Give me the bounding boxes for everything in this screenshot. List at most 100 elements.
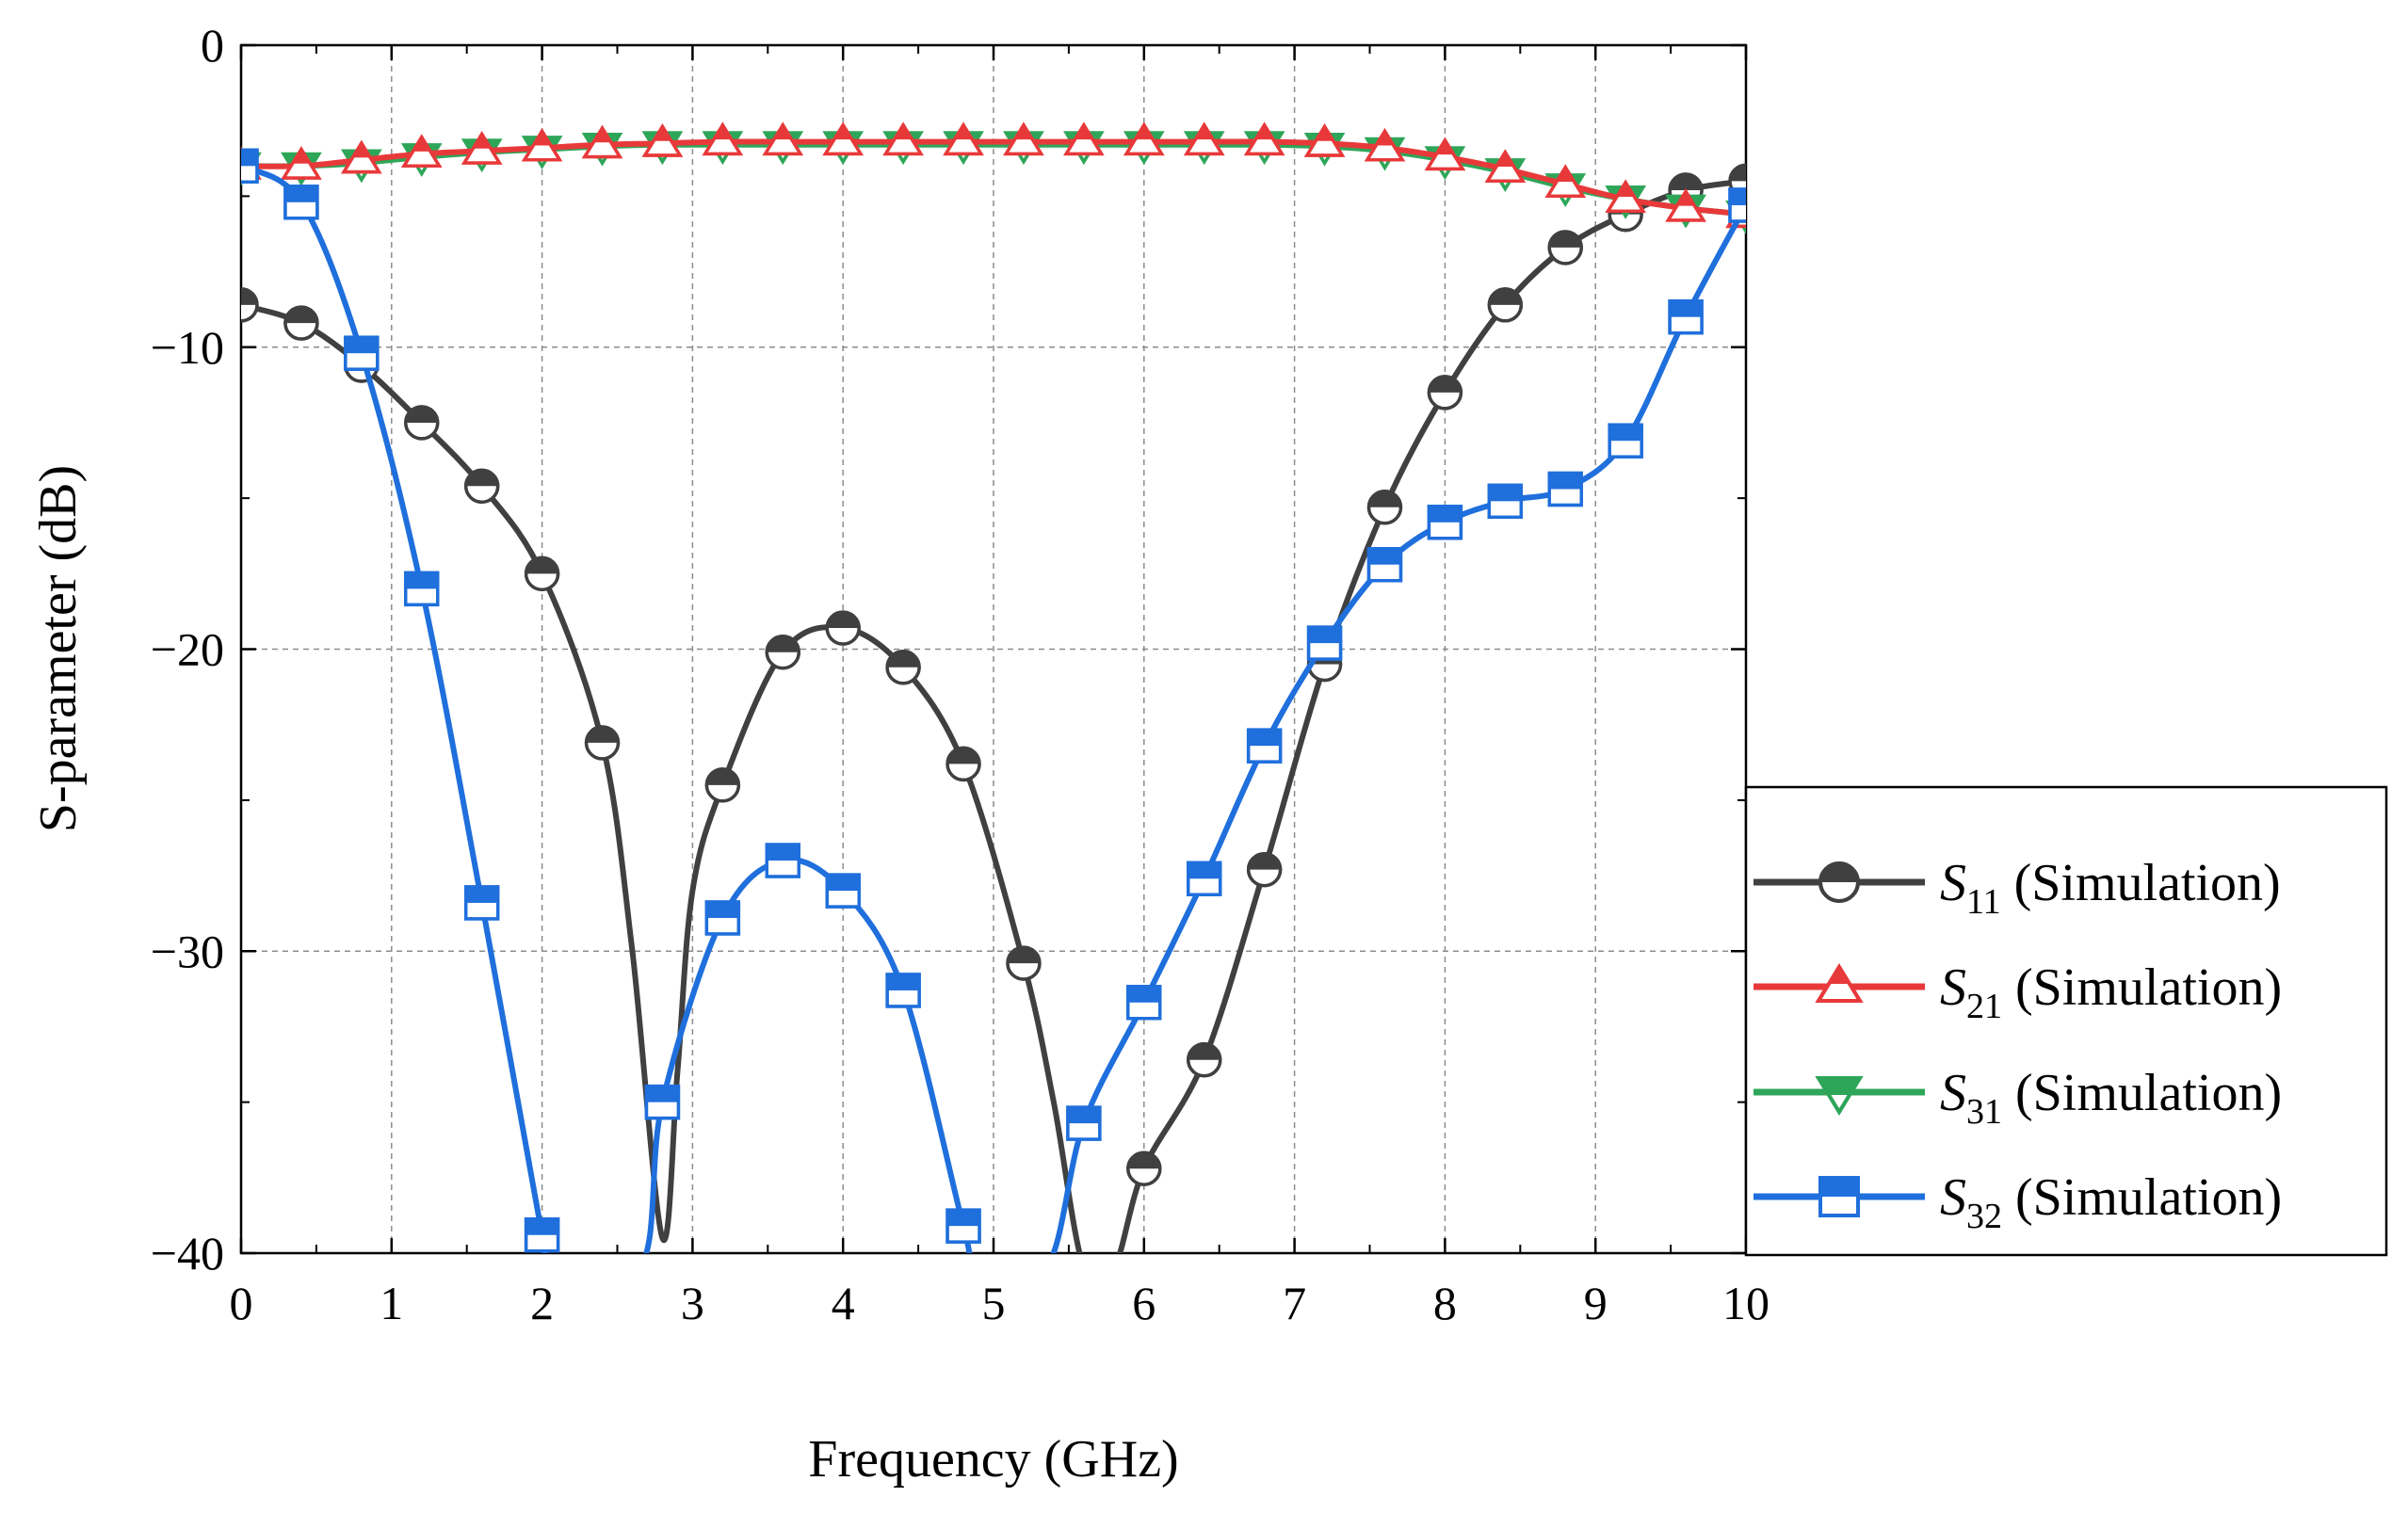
s32-marker — [1608, 423, 1643, 459]
s21-marker — [521, 127, 563, 162]
x-tick-label: 7 — [1283, 1277, 1306, 1329]
s21-marker — [641, 123, 684, 157]
legend-marker-s21 — [1815, 963, 1864, 1003]
s21-marker — [943, 121, 984, 156]
legend-marker-s31 — [1815, 1076, 1864, 1116]
s11-marker — [241, 287, 259, 323]
s11-marker — [1246, 851, 1283, 888]
s32-marker — [344, 335, 380, 371]
s32-marker — [524, 1217, 560, 1253]
y-tick-label: −40 — [151, 1227, 224, 1280]
s32-marker — [1126, 985, 1162, 1021]
s32-marker — [825, 873, 861, 909]
s21-marker — [762, 121, 804, 156]
legend-item-s32: S32 (Simulation) — [1753, 1168, 2282, 1236]
s21-marker — [1364, 127, 1406, 162]
legend-item-s21: S21 (Simulation) — [1753, 958, 2282, 1026]
y-tick-label: 0 — [201, 19, 224, 72]
s32-marker — [945, 1208, 981, 1244]
s21-marker — [341, 139, 382, 174]
s32-marker — [1066, 1105, 1102, 1141]
s32-marker — [1728, 187, 1746, 223]
s32-marker — [1487, 483, 1524, 520]
s21-marker — [1243, 121, 1285, 156]
x-tick-label: 8 — [1433, 1277, 1457, 1329]
s21-marker — [281, 146, 322, 180]
s32-marker — [1427, 505, 1463, 540]
s21-marker — [1424, 137, 1466, 171]
s11-marker — [1126, 1151, 1162, 1186]
s32-marker — [283, 185, 319, 220]
s21-marker — [1303, 123, 1346, 157]
s32-marker — [1366, 546, 1403, 583]
s11-marker — [463, 468, 500, 504]
s21-marker — [882, 121, 924, 156]
s21-marker — [1484, 149, 1527, 183]
legend-marker-s11 — [1818, 861, 1860, 903]
y-axis-title: S-parameter (dB) — [29, 465, 88, 832]
axis-tick-labels: 0 1 2 3 4 5 6 7 8 9 10 0 −10 −20 −30 −40 — [151, 19, 1770, 1329]
y-tick-label: −10 — [151, 321, 224, 374]
s32-marker — [644, 1084, 681, 1120]
s32-marker — [1187, 861, 1222, 896]
series-layer — [241, 121, 1746, 1253]
series-s32 — [241, 148, 1746, 1253]
s32-marker — [765, 843, 800, 878]
x-tick-label: 4 — [832, 1277, 855, 1329]
legend-item-s31: S31 (Simulation) — [1753, 1064, 2282, 1132]
s32-marker — [1246, 728, 1283, 764]
legend-item-s11: S11 (Simulation) — [1753, 854, 2281, 922]
x-tick-label: 9 — [1584, 1277, 1608, 1329]
s21-marker — [581, 124, 623, 159]
s11-marker — [885, 650, 921, 685]
x-tick-label: 6 — [1132, 1277, 1156, 1329]
legend-label-s32: S32 (Simulation) — [1940, 1168, 2282, 1236]
s11-marker — [945, 746, 981, 782]
s21-marker — [1003, 121, 1044, 156]
s11-marker — [1487, 287, 1524, 323]
axis-ticks — [239, 43, 1748, 1255]
series-s21 — [241, 121, 1746, 229]
s21-marker — [401, 134, 443, 168]
s32-marker — [404, 571, 440, 607]
legend: S11 (Simulation) S21 (Simulation) S31 (Sim… — [1744, 785, 2388, 1257]
s11-marker — [825, 610, 861, 646]
s21-marker — [1183, 121, 1225, 156]
x-tick-label: 2 — [530, 1277, 554, 1329]
s21-marker — [1063, 121, 1105, 156]
s32-marker — [241, 148, 259, 185]
s11-marker — [1547, 230, 1583, 266]
x-tick-label: 1 — [380, 1277, 403, 1329]
legend-label-s31: S31 (Simulation) — [1940, 1064, 2282, 1132]
s11-marker — [1006, 945, 1042, 981]
legend-marker-s32 — [1818, 1176, 1860, 1217]
s11-marker — [404, 405, 440, 441]
x-tick-label: 5 — [982, 1277, 1006, 1329]
s21-marker — [461, 131, 503, 165]
s11-marker — [704, 767, 741, 803]
legend-label-s11: S11 (Simulation) — [1940, 854, 2281, 922]
s32-marker — [885, 973, 921, 1008]
legend-label-s21: S21 (Simulation) — [1940, 958, 2282, 1026]
s21-marker — [822, 121, 864, 156]
x-tick-label: 3 — [681, 1277, 704, 1329]
s32-marker — [463, 885, 500, 921]
s11-marker — [1366, 490, 1403, 525]
s32-marker — [1306, 625, 1343, 661]
x-axis-title: Frequency (GHz) — [808, 1430, 1178, 1489]
s21-marker — [702, 121, 744, 156]
s21-marker — [1123, 121, 1165, 156]
s32-marker — [1668, 298, 1704, 335]
s11-marker — [524, 555, 560, 592]
s21-marker — [1665, 188, 1706, 222]
s21-marker — [1605, 179, 1646, 214]
s11-marker — [1187, 1042, 1222, 1078]
s11-marker — [584, 725, 621, 761]
s11-marker — [765, 635, 800, 670]
grid-lines — [241, 45, 1746, 1253]
s21-marker — [1544, 164, 1586, 198]
s32-marker — [1547, 471, 1583, 507]
x-tick-label: 10 — [1722, 1277, 1770, 1329]
s11-marker — [283, 305, 319, 341]
